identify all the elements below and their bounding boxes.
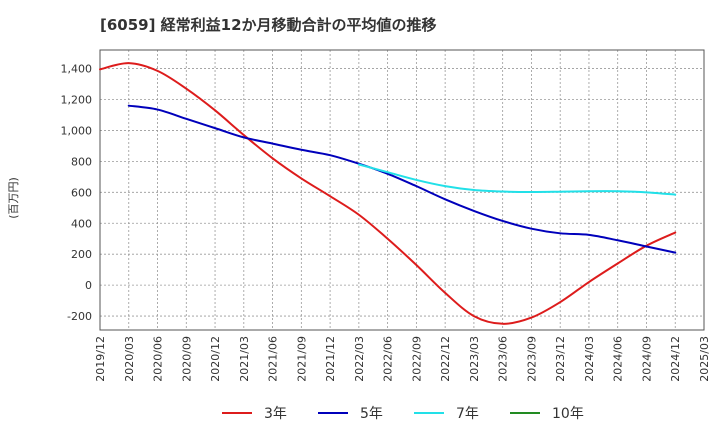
x-tick-label: 2023/09 (525, 336, 538, 382)
x-tick-label: 2023/12 (554, 336, 567, 382)
y-tick-label: 600 (71, 186, 92, 199)
x-tick-label: 2021/12 (324, 336, 337, 382)
x-tick-label: 2022/03 (353, 336, 366, 382)
y-tick-label: 0 (85, 279, 92, 292)
x-tick-label: 2024/12 (669, 336, 682, 382)
x-tick-label: 2025/03 (698, 336, 711, 382)
x-tick-label: 2021/03 (238, 336, 251, 382)
gridlines (99, 50, 705, 330)
y-tick-label: 800 (71, 155, 92, 168)
legend-label-3: 10年 (552, 406, 584, 422)
x-tick-label: 2024/06 (612, 336, 625, 382)
x-tick-label: 2024/03 (583, 336, 596, 382)
y-axis-ticks: 1,400 1,200 1,000 800 600 400 200 0 -200 (61, 63, 93, 324)
series-line-0 (99, 62, 677, 325)
y-tick-label: 1,000 (61, 124, 93, 137)
series-line-2 (357, 163, 677, 196)
y-axis-label: (百万円) (7, 177, 20, 219)
chart-title: [6059] 経常利益12か月移動合計の平均値の推移 (100, 16, 437, 34)
x-tick-label: 2020/12 (209, 336, 222, 382)
y-tick-label: 400 (71, 217, 92, 230)
x-tick-label: 2022/12 (439, 336, 452, 382)
x-tick-label: 2020/09 (180, 336, 193, 382)
y-tick-label: 1,200 (61, 94, 93, 107)
series-line-1 (127, 104, 677, 254)
legend-label-0: 3年 (264, 406, 287, 422)
x-tick-label: 2020/03 (123, 336, 136, 382)
x-axis-ticks: 2019/12 2020/03 2020/06 2020/09 2020/12 2021/… (94, 336, 711, 382)
plot-area (99, 49, 705, 331)
legend-label-1: 5年 (360, 406, 383, 422)
x-tick-label: 2023/03 (468, 336, 481, 382)
x-tick-label: 2020/06 (152, 336, 165, 382)
legend-label-2: 7年 (456, 406, 479, 422)
legend: 3年 5年 7年 10年 (222, 406, 584, 422)
y-tick-label: 1,400 (61, 63, 93, 76)
y-tick-label: 200 (71, 248, 92, 261)
x-tick-label: 2022/09 (410, 336, 423, 382)
x-tick-label: 2021/09 (295, 336, 308, 382)
x-tick-label: 2019/12 (94, 336, 107, 382)
x-tick-label: 2022/06 (382, 336, 395, 382)
x-tick-label: 2023/06 (497, 336, 510, 382)
y-tick-label: -200 (67, 310, 92, 323)
series-lines (99, 62, 677, 325)
x-tick-label: 2021/06 (267, 336, 280, 382)
x-tick-label: 2024/09 (640, 336, 653, 382)
